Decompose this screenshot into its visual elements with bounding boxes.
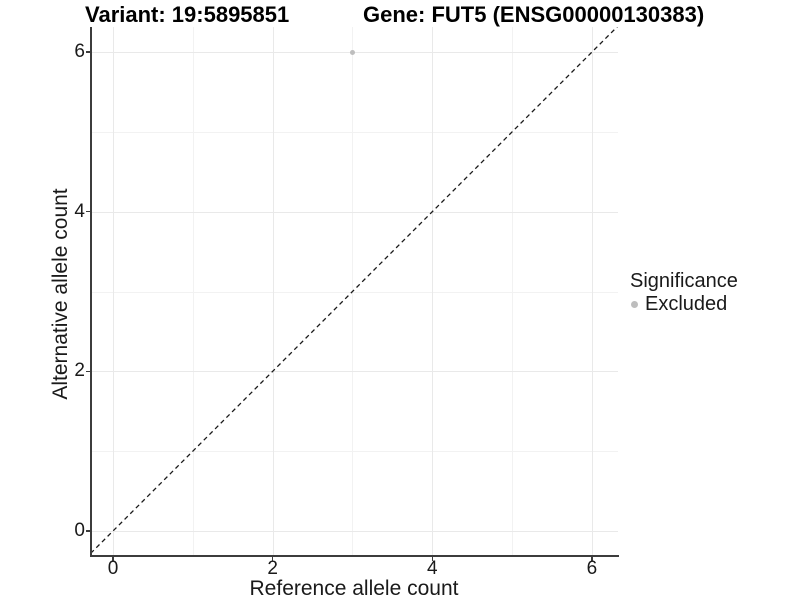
gridline-y-minor — [91, 131, 618, 133]
y-axis-label: Alternative allele count — [49, 188, 72, 400]
x-tick-mark — [431, 556, 434, 561]
legend: Significance Excluded — [628, 271, 738, 315]
y-axis-line — [90, 27, 92, 557]
identity-line-icon — [91, 27, 618, 554]
plot-panel — [91, 27, 618, 555]
variant-title: Variant: 19:5895851 — [85, 2, 290, 27]
gridline-x-minor — [192, 27, 194, 555]
gridline-y-major — [91, 211, 618, 213]
y-tick-label: 0 — [74, 520, 85, 541]
x-axis-line — [90, 555, 619, 557]
x-tick-mark — [112, 556, 114, 561]
y-tick-label: 4 — [74, 200, 85, 222]
gridline-x-major — [432, 27, 434, 555]
gridline-x-minor — [512, 27, 514, 555]
y-tick-mark — [85, 530, 90, 532]
gridline-x-major — [591, 27, 593, 555]
legend-point-icon — [631, 301, 638, 308]
gridline-y-minor — [91, 291, 618, 293]
x-tick-label: 0 — [107, 558, 119, 579]
legend-entry: Excluded — [628, 294, 738, 315]
legend-entries: Excluded — [628, 294, 738, 315]
gene-title: Gene: FUT5 (ENSG00000130383) — [363, 2, 705, 27]
x-tick-label: 2 — [267, 558, 278, 579]
gridline-y-major — [91, 371, 618, 373]
y-tick-label: 2 — [74, 360, 85, 382]
y-tick-mark — [85, 51, 90, 53]
x-tick-mark — [591, 556, 593, 561]
gridline-x-major — [272, 27, 274, 555]
y-tick-mark — [85, 370, 90, 373]
data-point — [349, 49, 355, 55]
x-tick-label: 4 — [427, 558, 438, 579]
gridline-x-major — [113, 27, 114, 555]
x-tick-label: 6 — [586, 558, 598, 579]
y-tick-mark — [85, 210, 90, 213]
x-axis-label: Reference allele count — [249, 577, 459, 600]
legend-title: Significance — [630, 270, 738, 292]
x-tick-mark — [271, 556, 274, 561]
y-tick-label: 6 — [74, 41, 85, 63]
gridline-y-major — [91, 531, 618, 532]
gridline-y-minor — [91, 451, 618, 453]
legend-entry-label: Excluded — [645, 293, 728, 315]
